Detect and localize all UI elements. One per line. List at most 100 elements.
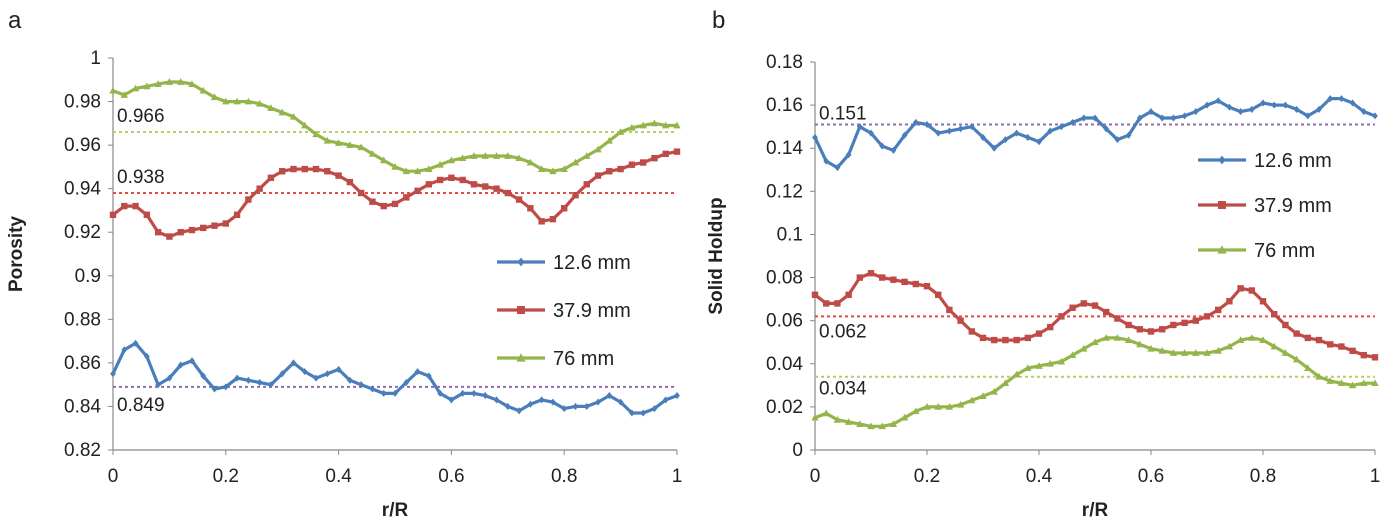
panel-a-data-point: [392, 389, 398, 397]
panel-b-legend-marker: [1217, 245, 1227, 254]
panel-b-data-point: [1136, 340, 1144, 348]
panel-a-data-point: [459, 154, 467, 162]
panel-b-data-point: [1282, 101, 1289, 109]
panel-b-legend-label: 76 mm: [1254, 240, 1315, 262]
panel-a-data-point: [414, 187, 421, 195]
panel-b-data-point: [935, 129, 942, 137]
panel-b-data-point: [868, 129, 874, 137]
panel-b-data-point: [1036, 138, 1042, 146]
panel-b-data-point: [991, 144, 998, 152]
panel-b-data-point: [1337, 379, 1346, 387]
panel-b-data-point: [1024, 364, 1032, 371]
panel-a-data-point: [290, 359, 297, 367]
panel-b-data-point: [900, 413, 909, 421]
panel-b-data-point: [823, 157, 830, 165]
panel-b-data-point: [823, 300, 830, 307]
panel-a-legend-marker: [516, 353, 526, 362]
panel-a-x-tick-label: 0.2: [213, 466, 239, 487]
panel-a-data-point: [143, 211, 151, 218]
panel-a-y-tick-label: 0.98: [64, 92, 101, 113]
panel-b-data-point: [879, 142, 886, 150]
panel-a-data-point: [470, 181, 478, 188]
panel-b-data-point: [1180, 349, 1189, 356]
panel-b-data-point: [1024, 133, 1031, 141]
panel-a-data-point: [279, 168, 286, 175]
panel-b-data-point: [1348, 381, 1357, 389]
panel-b-data-point: [1103, 308, 1110, 316]
panel-b-data-point: [1069, 304, 1076, 311]
panel-b-data-point: [923, 282, 931, 290]
panel-b-data-point: [1080, 344, 1088, 352]
panel-a-data-point: [549, 167, 557, 175]
panel-a-data-point: [233, 97, 241, 105]
panel-a-data-point: [504, 189, 511, 197]
panel-a-data-point: [109, 211, 117, 218]
panel-a-x-tick-label: 0.8: [551, 466, 577, 487]
panel-b-data-point: [912, 407, 920, 415]
panel-b-data-point: [1237, 285, 1244, 292]
panel-b-data-point: [1080, 114, 1087, 122]
panel-b-data-point: [1304, 334, 1311, 342]
panel-a-data-point: [606, 168, 613, 175]
panel-a-data-point: [166, 233, 173, 240]
panel-a-data-point: [561, 405, 568, 413]
panel-a-data-point: [616, 128, 625, 135]
panel-a-y-tick-label: 0.96: [64, 135, 101, 156]
panel-a-data-point: [222, 97, 230, 105]
panel-a-data-point: [583, 181, 590, 188]
panel-a-data-point: [210, 93, 219, 101]
panel-b-data-point: [1259, 336, 1267, 343]
panel-b-data-point: [1125, 321, 1132, 329]
panel-a-data-point: [538, 218, 545, 225]
panel-a-data-point: [425, 372, 432, 380]
panel-a-data-point: [346, 141, 354, 148]
panel-b-data-point: [1080, 300, 1087, 307]
panel-a-data-point: [188, 226, 196, 234]
panel-b-data-point: [1147, 344, 1155, 352]
panel-a-data-point: [403, 378, 410, 387]
panel-a-data-point: [594, 172, 602, 179]
panel-b-data-point: [957, 317, 964, 324]
panel-b-data-point: [833, 415, 842, 423]
panel-b-y-tick-label: 0: [792, 440, 803, 461]
panel-a-data-point: [177, 229, 184, 236]
panel-a-y-axis-label: Porosity: [6, 216, 27, 292]
panel-a-data-point: [571, 158, 580, 166]
panel-a-legend-label: 12.6 mm: [553, 252, 631, 274]
panel-b-data-point: [1349, 99, 1356, 107]
panel-b-data-point: [934, 403, 942, 410]
panel-b-data-point: [1203, 313, 1211, 320]
panel-a-data-point: [200, 372, 207, 380]
panel-a-data-point: [403, 194, 410, 201]
panel-b-data-point: [1091, 338, 1099, 346]
panel-a-data-point: [537, 165, 546, 172]
panel-a-data-point: [335, 365, 342, 373]
panel-b-data-point: [1236, 336, 1245, 343]
panel-a-data-point: [549, 215, 557, 223]
panel-a-data-point: [369, 198, 376, 205]
panel-b-y-axis-label: Solid Holdup: [706, 197, 727, 314]
panel-b-data-point: [912, 118, 919, 126]
panel-b-data-point: [889, 420, 898, 428]
panel-b-reference-label: 0.034: [819, 379, 867, 400]
panel-a-data-point: [617, 165, 624, 173]
panel-a-y-tick-label: 0.84: [64, 396, 101, 417]
panel-b-data-point: [1215, 306, 1222, 314]
panel-b-data-point: [1013, 336, 1020, 344]
panel-b-data-point: [1102, 334, 1110, 341]
panel-a-data-point: [639, 121, 647, 129]
panel-a-data-point: [628, 123, 636, 131]
panel-b-data-point: [1248, 287, 1255, 294]
panel-b-data-point: [968, 328, 975, 335]
panel-a-y-tick-label: 0.88: [64, 309, 101, 330]
panel-b-data-point: [867, 422, 875, 430]
panel-b-data-point: [991, 336, 998, 344]
panel-b-data-point: [1124, 336, 1133, 343]
panel-a-data-point: [617, 398, 624, 406]
panel-a-data-point: [459, 176, 466, 184]
panel-a-data-point: [459, 389, 466, 397]
panel-a-data-point: [515, 154, 523, 162]
panel-a-data-point: [413, 167, 422, 175]
panel-b-data-point: [845, 291, 852, 298]
panel-a-data-point: [189, 357, 195, 365]
